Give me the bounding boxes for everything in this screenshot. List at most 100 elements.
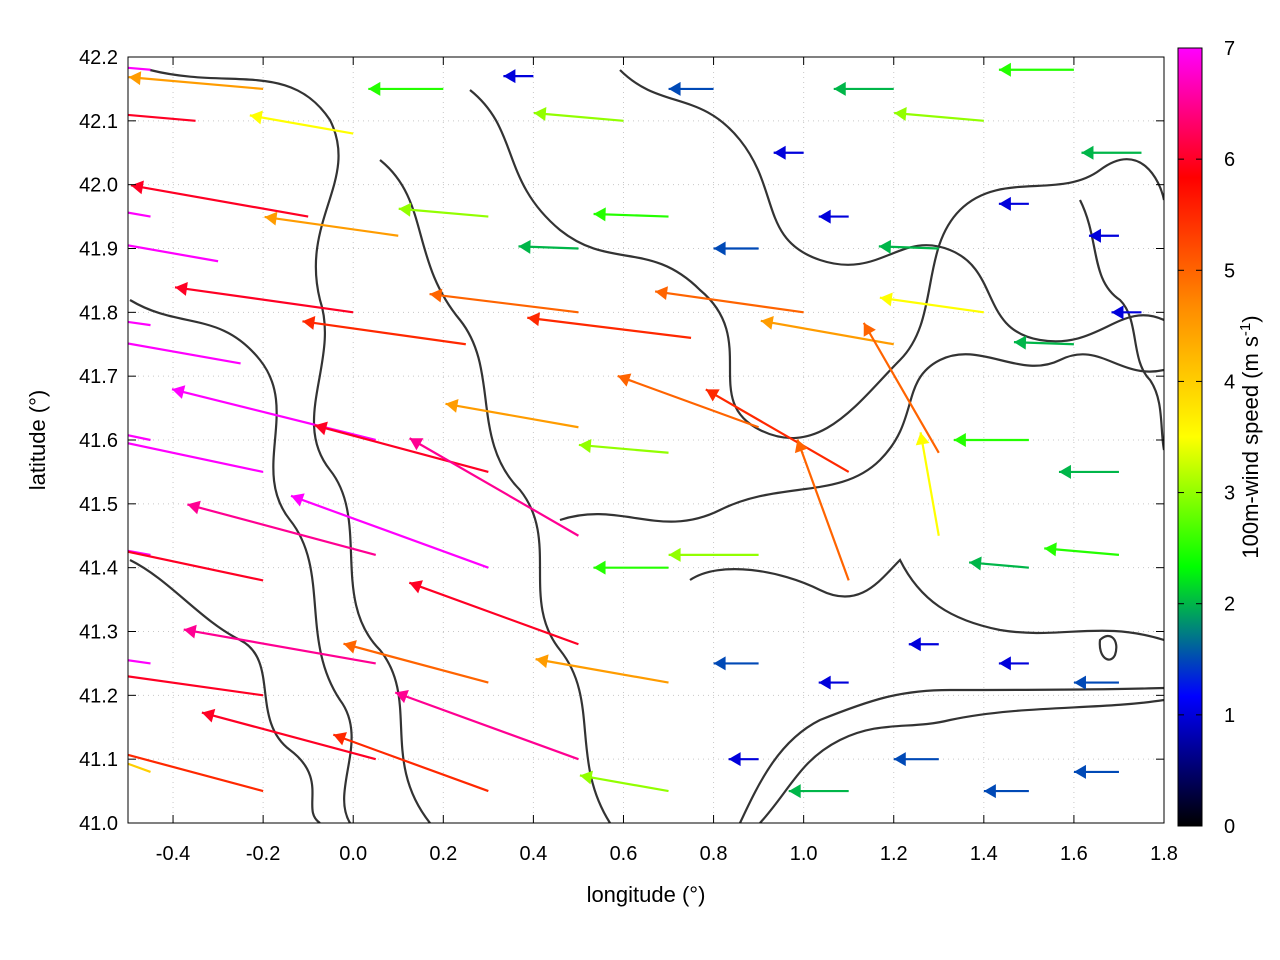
wind-vector (368, 81, 444, 96)
x-axis-ticks: -0.4 -0.2 0.0 0.2 0.4 0.6 0.8 1.0 1.2 1.4 1.6 1.8 (156, 57, 1178, 865)
wind-vector-head (58, 424, 71, 438)
wind-vector (394, 689, 579, 761)
wind-vector-head (1058, 464, 1071, 479)
colorbar-tick-label: 2 (1224, 594, 1235, 616)
wind-vector (953, 433, 1029, 447)
wind-vector-head (183, 624, 197, 639)
wind-vector-head (668, 547, 681, 562)
wind-vector-shaft (894, 111, 984, 122)
wind-vector (128, 762, 151, 773)
wind-vector (1111, 305, 1142, 320)
wind-vector (518, 239, 579, 254)
y-tick-label: 41.5 (79, 494, 118, 516)
y-tick-label: 42.2 (79, 47, 118, 69)
y-tick-label: 41.9 (79, 239, 118, 261)
terrain-contour (1079, 199, 1164, 451)
wind-vector-head (128, 71, 142, 86)
colorbar-tick-label: 7 (1224, 38, 1235, 60)
x-tick-label: 0.2 (429, 843, 457, 865)
wind-vector (983, 784, 1029, 799)
wind-vector-head (773, 145, 786, 160)
wind-vector (578, 438, 669, 454)
wind-vector (128, 71, 264, 91)
wind-vector-shaft (654, 290, 804, 314)
terrain-contour (149, 68, 431, 823)
wind-vector (728, 752, 759, 767)
wind-vector-shaft (705, 388, 850, 473)
x-tick-label: 1.2 (880, 843, 908, 865)
wind-vector-head (833, 81, 846, 96)
wind-vector (187, 500, 377, 556)
wind-vector-shaft (919, 432, 940, 536)
wind-vector-head (429, 288, 443, 303)
wind-vector-shaft (527, 316, 692, 339)
x-tick-label: -0.4 (156, 843, 190, 865)
wind-vector-shaft (128, 76, 264, 91)
wind-vector (1058, 464, 1119, 479)
wind-vector (409, 437, 579, 537)
wind-vector (264, 211, 399, 237)
wind-vector (969, 556, 1029, 571)
wind-vector-shaft (409, 437, 579, 537)
x-tick-label: -0.2 (246, 843, 280, 865)
colorbar-tick-label: 6 (1224, 149, 1235, 171)
wind-vector (894, 107, 984, 122)
wind-vector-shaft (249, 114, 354, 135)
wind-vector-head (969, 556, 982, 571)
wind-vector-head (201, 708, 216, 723)
wind-vector-head (983, 784, 996, 799)
wind-vector-head (788, 784, 801, 799)
wind-vector-head (445, 398, 459, 413)
wind-vector (794, 439, 850, 581)
wind-vector-head (1073, 764, 1086, 779)
colorbar-tick-label: 5 (1224, 260, 1235, 282)
wind-vector (11, 220, 219, 263)
wind-vector-shaft (408, 581, 579, 646)
terrain-contour (619, 69, 1164, 343)
wind-vector-head (11, 220, 24, 234)
terrain-contours (129, 68, 1164, 823)
wind-vector-head (34, 322, 47, 336)
wind-vector (788, 784, 849, 799)
wind-vector-head (409, 580, 423, 594)
wind-vector-head (264, 211, 278, 226)
wind-vector-head (1081, 145, 1094, 160)
wind-vector (201, 708, 377, 761)
wind-vector-shaft (201, 711, 377, 761)
wind-vector-shaft (332, 733, 489, 793)
colorbar-title-superscript: -1 (1237, 323, 1254, 336)
wind-vector (314, 421, 489, 473)
wind-vector-head (87, 539, 100, 553)
wind-vector-head (85, 665, 98, 679)
wind-vector-head (953, 433, 966, 447)
wind-vector-shaft (264, 215, 399, 237)
wind-vector (998, 196, 1029, 211)
y-tick-label: 41.4 (79, 558, 118, 580)
wind-vector (862, 322, 940, 454)
wind-vector-shaft (128, 442, 264, 473)
wind-vector-shaft (578, 443, 669, 454)
wind-vector-head (187, 500, 201, 515)
y-axis-ticks: 41.0 41.1 41.2 41.3 41.4 41.5 41.6 41.7 41.8 41.9… (79, 47, 1164, 835)
wind-vector-head (249, 110, 263, 125)
wind-vector-head (863, 322, 876, 337)
wind-vector (1073, 764, 1119, 779)
y-tick-label: 41.8 (79, 302, 118, 324)
wind-vector (833, 81, 894, 96)
wind-vector (579, 770, 669, 793)
wind-vector-head (705, 389, 720, 402)
x-tick-label: 1.0 (790, 843, 818, 865)
x-axis-title: longitude (°) (587, 882, 706, 907)
wind-vector-head (818, 209, 831, 224)
wind-vector-head (879, 292, 893, 307)
wind-vector-head (713, 656, 726, 671)
wind-vector (87, 539, 264, 582)
wind-vector (713, 656, 759, 671)
wind-vector (1073, 675, 1119, 690)
wind-vector-shaft (187, 503, 377, 556)
wind-vector (818, 209, 849, 224)
wind-vector-shaft (128, 550, 264, 582)
wind-vector (398, 202, 489, 218)
wind-vector-shaft (290, 494, 489, 569)
wind-vector-shaft (302, 320, 466, 346)
